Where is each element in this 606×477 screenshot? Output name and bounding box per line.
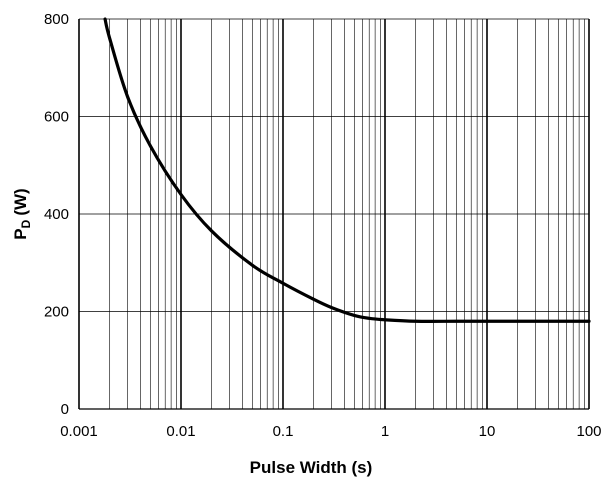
- x-tick-label: 0.1: [273, 423, 294, 440]
- x-tick-label: 0.01: [166, 423, 195, 440]
- series-line: [103, 17, 591, 323]
- grid: [78, 18, 590, 410]
- x-tick-label: 10: [479, 423, 496, 440]
- y-tick-label: 400: [44, 206, 69, 223]
- x-tick-labels: 0.001 0.01 0.1 1 10 100: [60, 423, 601, 440]
- x-axis-title: Pulse Width (s): [250, 458, 373, 477]
- y-tick-label: 0: [61, 401, 69, 418]
- series-layer: [103, 17, 591, 323]
- x-tick-label: 1: [381, 423, 389, 440]
- y-axis-title: PD (W): [11, 188, 33, 239]
- x-tick-label: 100: [576, 423, 601, 440]
- y-tick-label: 600: [44, 109, 69, 126]
- y-tick-labels: 0 200 400 600 800: [44, 11, 69, 418]
- y-axis-title-sub: D: [19, 219, 33, 228]
- y-tick-label: 200: [44, 304, 69, 321]
- y-axis-title-main: P: [11, 228, 30, 239]
- y-axis-title-unit: (W): [11, 188, 30, 215]
- x-tick-label: 0.001: [60, 423, 98, 440]
- y-tick-label: 800: [44, 11, 69, 28]
